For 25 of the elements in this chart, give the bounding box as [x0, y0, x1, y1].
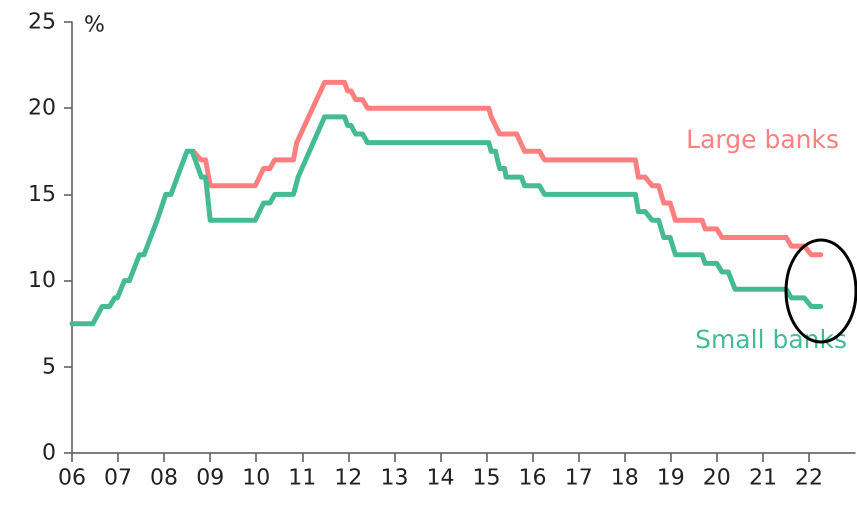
- x-tick-label: 12: [334, 466, 362, 490]
- x-tick-label: 11: [288, 466, 316, 490]
- x-tick-label: 08: [150, 466, 178, 490]
- x-tick-label: 18: [610, 466, 639, 490]
- x-tick-label: 09: [196, 466, 224, 490]
- x-tick-label: 10: [242, 466, 270, 490]
- x-tick-label: 06: [58, 466, 86, 490]
- y-axis-title: %: [84, 12, 105, 38]
- y-tick-label: 5: [42, 354, 56, 380]
- y-tick-label: 0: [42, 440, 56, 466]
- x-tick-label: 19: [656, 466, 685, 490]
- y-tick-label: 25: [28, 10, 56, 34]
- x-tick-label: 21: [748, 466, 777, 490]
- x-tick-label: 16: [518, 466, 547, 490]
- x-tick-label: 13: [380, 466, 408, 490]
- x-tick-label: 20: [702, 466, 731, 490]
- x-tick-label: 15: [472, 466, 501, 490]
- series-label: Large banks: [686, 125, 840, 154]
- y-tick-label: 10: [28, 268, 56, 294]
- x-tick-label: 07: [104, 466, 132, 490]
- y-tick-label: 20: [28, 96, 56, 121]
- y-tick-label: 15: [28, 182, 56, 207]
- x-tick-label: 22: [794, 466, 823, 490]
- x-tick-label: 17: [564, 466, 593, 490]
- x-tick-label: 14: [426, 466, 454, 490]
